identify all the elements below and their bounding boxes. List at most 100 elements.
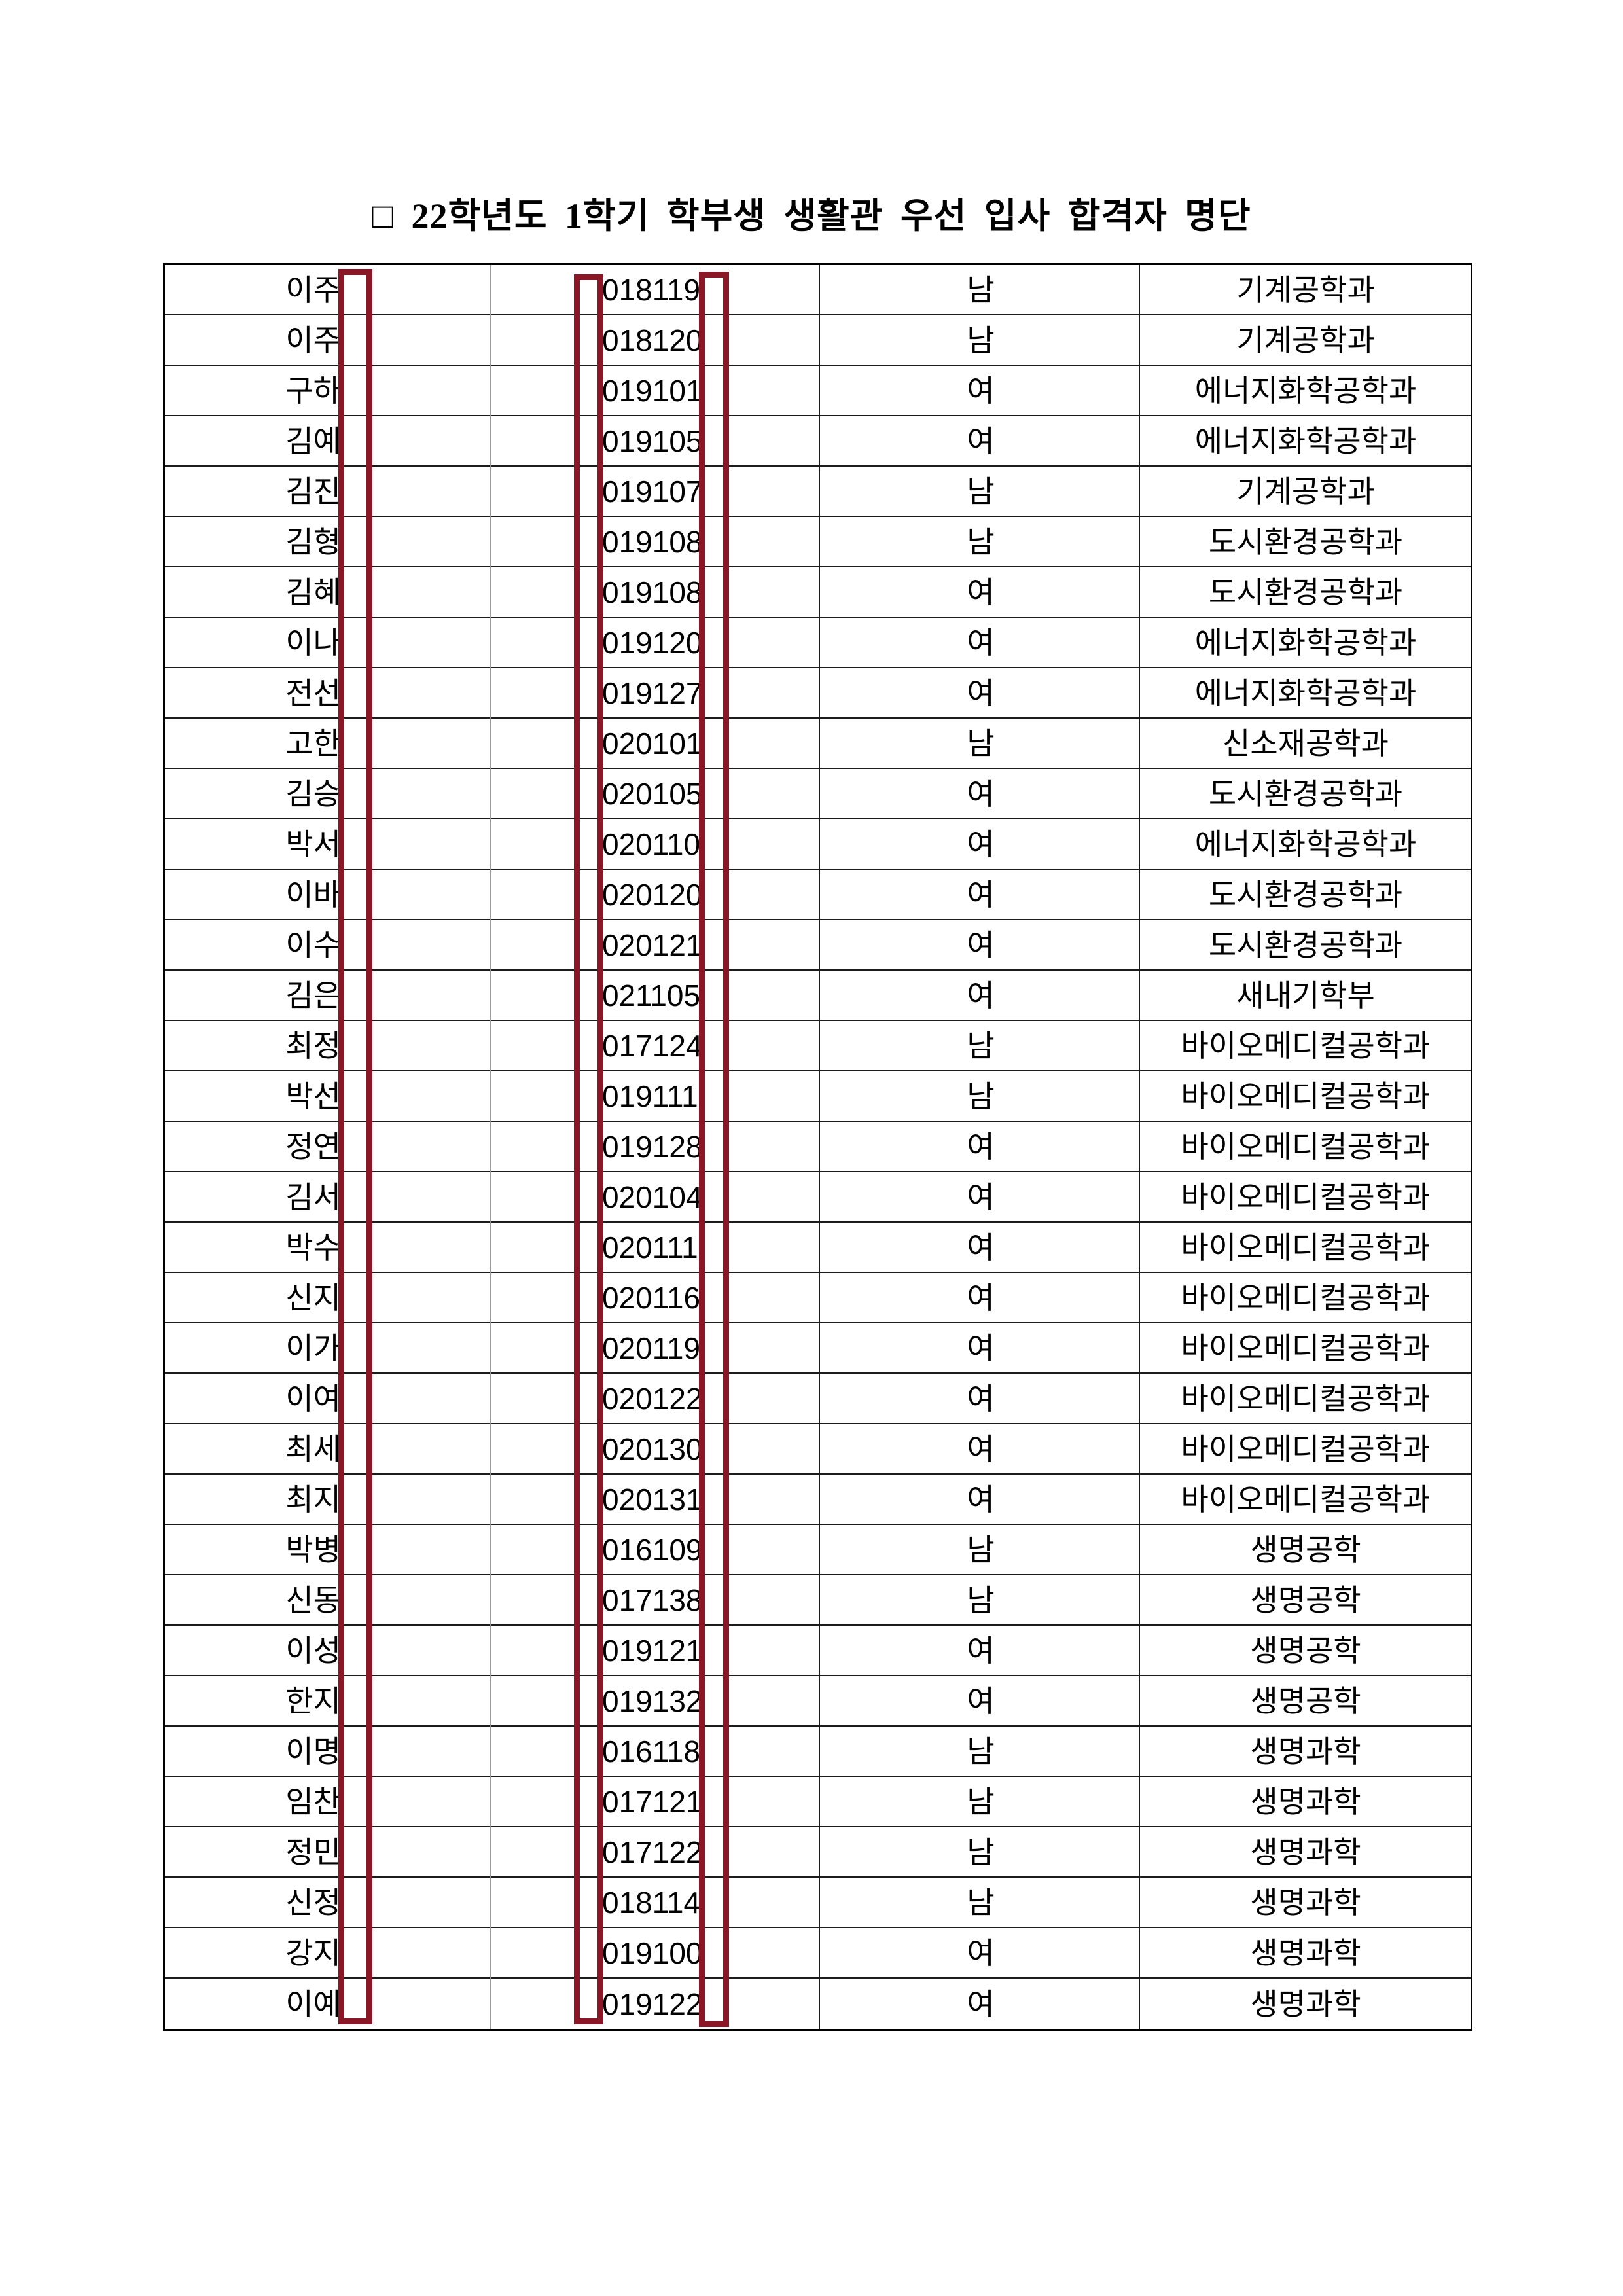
table-row: 김진 019107 남 기계공학과 bbox=[165, 467, 1471, 517]
table-row: 신지 020116 여 바이오메디컬공학과 bbox=[165, 1273, 1471, 1323]
student-id-cell: 019105 bbox=[602, 423, 703, 458]
student-id-cell: 020120 bbox=[602, 877, 703, 912]
name-cell: 김서 bbox=[285, 1179, 341, 1214]
department-cell: 바이오메디컬공학과 bbox=[1181, 1230, 1431, 1265]
department-cell: 바이오메디컬공학과 bbox=[1181, 1179, 1431, 1214]
column-divider-gender-dept bbox=[1139, 265, 1140, 2029]
gender-cell: 여 bbox=[967, 423, 995, 458]
department-cell: 생명과학 bbox=[1250, 1734, 1361, 1768]
department-cell: 에너지화학공학과 bbox=[1194, 827, 1417, 861]
table-row: 강지 019100 여 생명과학 bbox=[165, 1928, 1471, 1979]
name-cell: 정연 bbox=[285, 1129, 341, 1164]
table-row: 이명 016118 남 생명과학 bbox=[165, 1727, 1471, 1777]
table-row: 한지 019132 여 생명공학 bbox=[165, 1676, 1471, 1727]
department-cell: 에너지화학공학과 bbox=[1194, 423, 1417, 458]
gender-cell: 여 bbox=[967, 1633, 995, 1668]
name-cell: 김혜 bbox=[285, 575, 341, 609]
page-title: □ 22학년도 1학기 학부생 생활관 우선 입사 합격자 명단 bbox=[372, 196, 1251, 236]
department-cell: 바이오메디컬공학과 bbox=[1181, 1129, 1431, 1164]
table-row: 최지 020131 여 바이오메디컬공학과 bbox=[165, 1475, 1471, 1525]
table-row: 박선 019111 남 바이오메디컬공학과 bbox=[165, 1071, 1471, 1122]
department-cell: 바이오메디컬공학과 bbox=[1181, 1431, 1431, 1466]
name-cell: 최세 bbox=[285, 1431, 341, 1466]
gender-cell: 여 bbox=[967, 978, 995, 1013]
table-row: 이주 018119 남 기계공학과 bbox=[165, 265, 1471, 315]
department-cell: 생명공학 bbox=[1250, 1532, 1361, 1567]
student-id-cell: 020104 bbox=[602, 1179, 703, 1214]
name-cell: 김은 bbox=[285, 978, 341, 1013]
table-row: 이바 020120 여 도시환경공학과 bbox=[165, 870, 1471, 920]
gender-cell: 여 bbox=[967, 1935, 995, 1970]
student-id-cell: 020110 bbox=[602, 827, 701, 861]
department-cell: 바이오메디컬공학과 bbox=[1181, 1079, 1431, 1113]
department-cell: 생명과학 bbox=[1250, 1885, 1361, 1920]
department-cell: 생명공학 bbox=[1250, 1583, 1361, 1617]
table-row: 최정 017124 남 바이오메디컬공학과 bbox=[165, 1021, 1471, 1071]
gender-cell: 여 bbox=[967, 1381, 995, 1416]
student-id-cell: 020101 bbox=[602, 726, 703, 761]
table-row: 최세 020130 여 바이오메디컬공학과 bbox=[165, 1424, 1471, 1475]
student-id-cell: 016118 bbox=[602, 1734, 701, 1768]
department-cell: 생명과학 bbox=[1250, 1935, 1361, 1970]
student-id-cell: 019120 bbox=[602, 625, 703, 660]
name-cell: 임찬 bbox=[285, 1784, 341, 1819]
student-id-cell: 019132 bbox=[602, 1683, 703, 1718]
gender-cell: 여 bbox=[967, 373, 995, 408]
student-id-cell: 017124 bbox=[602, 1028, 703, 1063]
department-cell: 도시환경공학과 bbox=[1208, 776, 1403, 811]
department-cell: 기계공학과 bbox=[1236, 474, 1375, 509]
student-id-cell: 019122 bbox=[602, 1986, 703, 2021]
table-row: 이예 019122 여 생명과학 bbox=[165, 1979, 1471, 2029]
gender-cell: 남 bbox=[967, 1532, 995, 1567]
gender-cell: 남 bbox=[967, 1784, 995, 1819]
gender-cell: 여 bbox=[967, 827, 995, 861]
gender-cell: 여 bbox=[967, 1431, 995, 1466]
table-row: 박수 020111 여 바이오메디컬공학과 bbox=[165, 1223, 1471, 1273]
name-cell: 김진 bbox=[285, 474, 341, 509]
gender-cell: 여 bbox=[967, 625, 995, 660]
name-cell: 구하 bbox=[285, 373, 341, 408]
student-id-cell: 017138 bbox=[602, 1583, 703, 1617]
gender-cell: 남 bbox=[967, 1835, 995, 1869]
department-cell: 신소재공학과 bbox=[1222, 726, 1389, 761]
department-cell: 바이오메디컬공학과 bbox=[1181, 1381, 1431, 1416]
table-row: 이여 020122 여 바이오메디컬공학과 bbox=[165, 1374, 1471, 1424]
name-cell: 정민 bbox=[285, 1835, 341, 1869]
student-id-cell: 016109 bbox=[602, 1532, 703, 1567]
table-row: 김혜 019108 여 도시환경공학과 bbox=[165, 567, 1471, 618]
department-cell: 에너지화학공학과 bbox=[1194, 625, 1417, 660]
department-cell: 생명공학 bbox=[1250, 1683, 1361, 1718]
gender-cell: 남 bbox=[967, 323, 995, 357]
table-row: 이수 020121 여 도시환경공학과 bbox=[165, 920, 1471, 971]
student-id-cell: 019111 bbox=[602, 1079, 698, 1113]
name-cell: 김예 bbox=[285, 423, 341, 458]
gender-cell: 여 bbox=[967, 1230, 995, 1265]
department-cell: 바이오메디컬공학과 bbox=[1181, 1331, 1431, 1365]
department-cell: 도시환경공학과 bbox=[1208, 524, 1403, 559]
department-cell: 새내기학부 bbox=[1236, 978, 1375, 1013]
student-id-cell: 018120 bbox=[602, 323, 703, 357]
department-cell: 에너지화학공학과 bbox=[1194, 675, 1417, 710]
gender-cell: 여 bbox=[967, 1179, 995, 1214]
table-row: 이성 019121 여 생명공학 bbox=[165, 1626, 1471, 1676]
name-cell: 이성 bbox=[285, 1633, 341, 1668]
name-cell: 최지 bbox=[285, 1482, 341, 1516]
gender-cell: 남 bbox=[967, 1885, 995, 1920]
gender-cell: 남 bbox=[967, 726, 995, 761]
student-id-cell: 019108 bbox=[602, 575, 703, 609]
student-id-cell: 019107 bbox=[602, 474, 703, 509]
name-cell: 강지 bbox=[285, 1935, 341, 1970]
name-cell: 이주 bbox=[285, 272, 341, 307]
student-id-cell: 020121 bbox=[602, 927, 703, 962]
name-cell: 신동 bbox=[285, 1583, 341, 1617]
table-row: 정연 019128 여 바이오메디컬공학과 bbox=[165, 1122, 1471, 1172]
name-cell: 김승 bbox=[285, 776, 341, 811]
table-row: 김서 020104 여 바이오메디컬공학과 bbox=[165, 1172, 1471, 1223]
gender-cell: 여 bbox=[967, 1129, 995, 1164]
name-cell: 박수 bbox=[285, 1230, 341, 1265]
student-id-cell: 019108 bbox=[602, 524, 703, 559]
name-cell: 이여 bbox=[285, 1381, 341, 1416]
name-cell: 고한 bbox=[285, 726, 341, 761]
department-cell: 도시환경공학과 bbox=[1208, 575, 1403, 609]
name-cell: 신정 bbox=[285, 1885, 341, 1920]
